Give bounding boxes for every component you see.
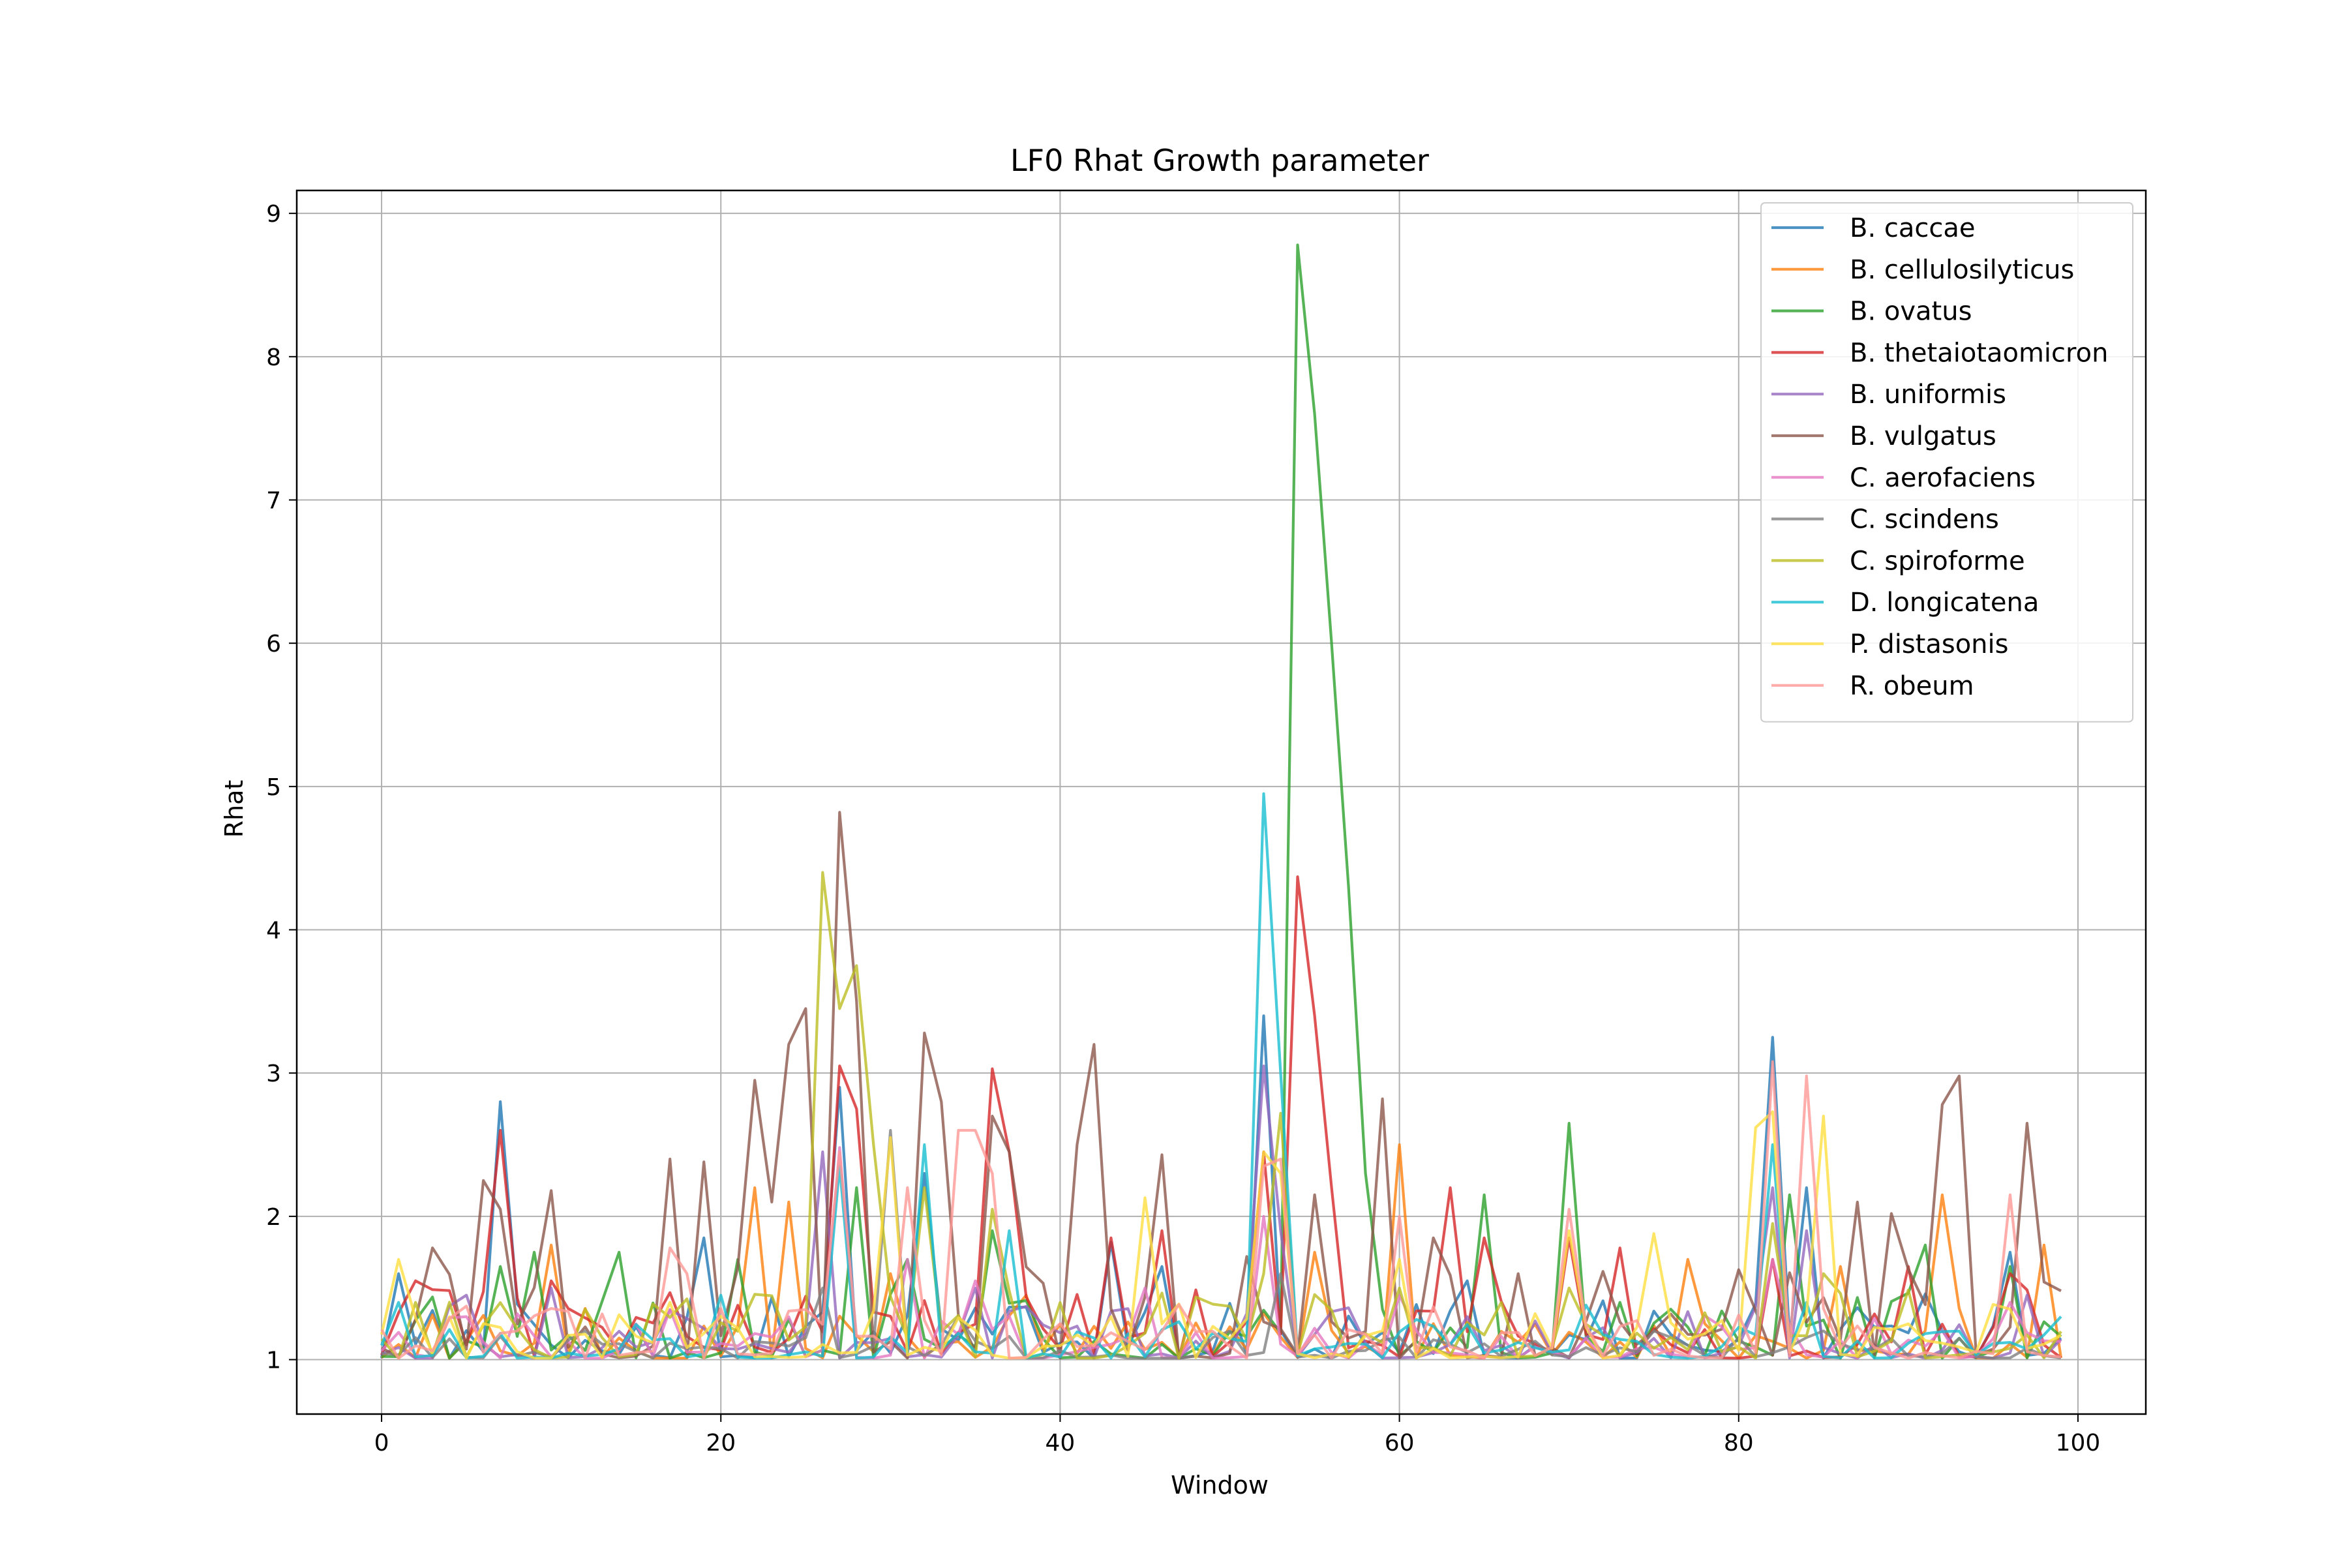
y-tick-label: 8 [266,344,281,371]
y-tick-label: 5 [266,774,281,801]
y-axis-label: Rhat [220,780,248,838]
legend-label: B. caccae [1850,213,1975,243]
legend-label: P. distasonis [1850,629,2008,659]
series-lines [380,243,2063,1360]
legend: B. caccae B. cellulosilyticus B. ovatus B. … [1760,202,2133,723]
x-axis-label: Window [1171,1471,1269,1500]
y-tick-label: 4 [266,918,281,944]
legend-label: B. vulgatus [1850,421,1996,451]
y-tick-label: 1 [266,1348,281,1374]
y-tick-label: 7 [266,487,281,514]
legend-label: D. longicatena [1850,588,2039,618]
y-tick-label: 6 [266,631,281,657]
y-tick-label: 9 [266,201,281,228]
legend-label: C. scindens [1850,505,1999,535]
chart-title: LF0 Rhat Growth parameter [1010,143,1429,178]
legend-label: B. thetaiotaomicron [1850,338,2108,368]
x-tick-label: 100 [2056,1430,2101,1456]
y-tick-label: 3 [266,1061,281,1087]
series-line-r-obeum [380,1060,2062,1360]
x-tick-label: 0 [374,1430,389,1456]
series-line-c-scindens [381,1128,2062,1360]
x-tick-label: 60 [1385,1430,1415,1456]
series-line-c-spiroforme [380,871,2062,1360]
x-tick-label: 80 [1724,1430,1754,1456]
plot-frame [295,189,2147,1415]
x-tick-label: 40 [1046,1430,1076,1456]
legend-label: B. uniformis [1850,380,2006,410]
y-tick-label: 2 [266,1204,281,1231]
legend-label: B. cellulosilyticus [1850,255,2074,285]
axis-ticks: 0 20 40 60 80 100 1 2 3 4 5 6 7 8 9 [266,201,2100,1456]
legend-label: C. aerofaciens [1850,463,2036,493]
legend-label: C. spiroforme [1850,546,2025,576]
series-line-c-aerofaciens [380,1146,2062,1360]
series-line-b-vulgatus [380,811,2062,1360]
x-tick-label: 20 [706,1430,736,1456]
legend-box [1760,202,2133,723]
legend-label: R. obeum [1850,671,1974,701]
legend-label: B. ovatus [1850,297,1972,327]
